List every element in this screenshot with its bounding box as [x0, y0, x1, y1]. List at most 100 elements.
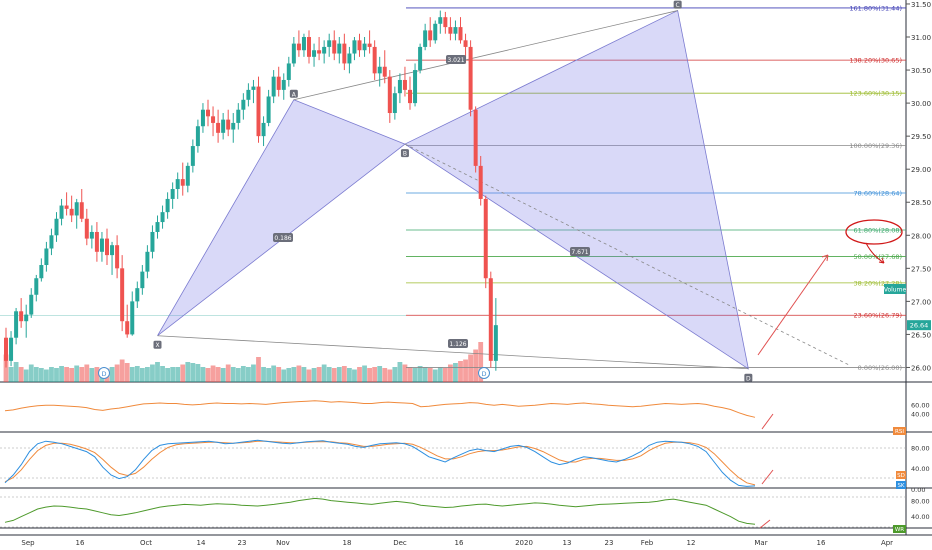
- candle-body: [24, 314, 29, 322]
- candle-body: [39, 265, 44, 279]
- volume-bar: [261, 367, 266, 382]
- volume-bar: [129, 367, 135, 382]
- williams-line: [4, 497, 756, 525]
- stoch-arrow: [761, 469, 774, 485]
- ratio-badge: [570, 247, 590, 256]
- candle-body: [9, 337, 14, 361]
- candle-body: [453, 27, 458, 34]
- annotation-arrow: [865, 242, 885, 264]
- stoch-k-tag-label: SK: [897, 483, 904, 489]
- volume-bar: [33, 367, 39, 382]
- volume-bar: [28, 364, 34, 382]
- pattern-point-badge: [673, 0, 682, 9]
- fib-level-label: 61.80%(28.08): [854, 226, 902, 234]
- candle-body: [418, 46, 423, 71]
- candle-body: [125, 321, 130, 335]
- candle-body: [342, 43, 347, 64]
- stoch-d-tag: [896, 471, 906, 479]
- time-tick-label: 23: [238, 539, 247, 547]
- volume-bar: [367, 368, 372, 382]
- candle-body: [231, 122, 236, 130]
- candle-body: [49, 235, 54, 249]
- time-tick-label: 2020: [515, 539, 533, 547]
- candle-body: [165, 198, 170, 213]
- event-marker-label: D: [481, 370, 486, 378]
- volume-bar: [478, 342, 484, 382]
- volume-bar: [311, 368, 317, 382]
- pattern-point-label: B: [403, 151, 407, 158]
- volume-bar: [74, 365, 80, 382]
- harmonic-pattern: [157, 9, 851, 370]
- volume-bar: [155, 362, 160, 382]
- projection-arrow: [757, 254, 829, 356]
- candle-body: [413, 70, 418, 104]
- candle-body: [190, 146, 195, 166]
- volume-bar: [362, 365, 367, 382]
- fib-level-label: 100.00%(29.36): [849, 142, 902, 150]
- candle-body: [251, 86, 256, 90]
- volume-bar: [407, 367, 413, 382]
- volume-bar: [119, 359, 125, 382]
- candle-body: [221, 119, 226, 133]
- price-tick-label: 30.00: [911, 100, 931, 108]
- volume-bar: [281, 369, 287, 382]
- price-tick-label: 26.00: [911, 364, 931, 372]
- williams-tick-label: 40.00: [911, 513, 930, 521]
- candle-body: [170, 189, 175, 199]
- volume-bar: [150, 364, 155, 382]
- time-tick-label: Sep: [21, 539, 35, 547]
- volume-bar: [453, 363, 458, 382]
- volume-bar: [69, 368, 75, 382]
- candle-body: [347, 53, 352, 64]
- candle-body: [120, 268, 125, 322]
- volume-bar: [341, 366, 347, 382]
- candle-body: [276, 76, 281, 90]
- volume-bar: [251, 364, 256, 382]
- candle-body: [362, 43, 367, 51]
- volume-bar: [139, 368, 145, 382]
- volume-bar: [175, 367, 181, 382]
- candle-body: [150, 231, 155, 252]
- pattern-point-badge: [400, 149, 409, 158]
- rsi-tick-label: 40.00: [911, 411, 930, 419]
- volume-bar: [377, 366, 383, 382]
- volume-bar: [145, 367, 150, 382]
- volume-bar: [458, 361, 463, 382]
- candle-body: [99, 238, 104, 252]
- time-tick-label: 16: [455, 539, 464, 547]
- volume-bar: [473, 349, 479, 382]
- candle-body: [433, 23, 438, 41]
- volume-bar: [84, 364, 90, 382]
- candle-body: [246, 89, 251, 100]
- volume-bar: [352, 369, 357, 382]
- annotation-arrowhead: [878, 257, 885, 264]
- candle-body: [473, 109, 478, 166]
- volume-bar: [54, 368, 59, 382]
- volume-bar: [59, 366, 64, 382]
- candle-body: [226, 119, 231, 130]
- candle-body: [337, 43, 342, 54]
- candle-body: [387, 76, 392, 114]
- price-tick-label: 26.50: [911, 331, 931, 339]
- williams-arrow: [759, 519, 771, 529]
- candle-body: [286, 63, 291, 80]
- ratio-badge: [448, 339, 468, 348]
- candle-body: [438, 17, 443, 24]
- volume-bar: [64, 367, 69, 382]
- candle-body: [155, 222, 160, 232]
- price-tick-label: 29.00: [911, 166, 931, 174]
- fib-level-label: 138.20%(30.65): [849, 57, 902, 65]
- candle-body: [59, 205, 64, 219]
- candle-body: [448, 27, 453, 34]
- candle-body: [130, 301, 135, 335]
- volume-bar: [165, 368, 170, 382]
- time-tick-label: Feb: [641, 539, 654, 547]
- volume-bar: [235, 368, 241, 382]
- volume-bar: [225, 364, 231, 382]
- ratio-badge: [273, 233, 293, 242]
- candle-body: [478, 165, 483, 199]
- candle-body: [402, 79, 407, 90]
- volume-bar: [448, 364, 453, 382]
- volume-bar: [417, 366, 423, 382]
